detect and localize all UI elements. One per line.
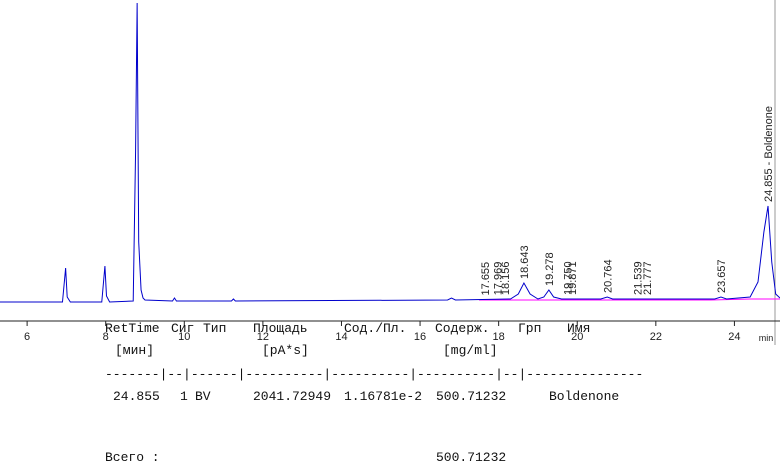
x-tick-label: 22 (650, 331, 662, 343)
integration-baseline (479, 298, 780, 301)
table-cell: 500.71232 (436, 389, 506, 404)
column-header: Сод./Пл. (344, 321, 406, 336)
x-tick-label: 6 (24, 331, 30, 343)
column-header: Содерж. (435, 321, 490, 336)
peak-label: 19.750 (562, 261, 574, 295)
column-header: RetTime (105, 321, 160, 336)
column-header: Имя (567, 321, 590, 336)
peak-label: 23.657 (716, 259, 728, 293)
column-header: Сиг (171, 321, 194, 336)
table-cell: Boldenone (549, 389, 619, 404)
x-tick-label: 24 (728, 331, 740, 343)
trace (0, 2, 780, 303)
column-unit: [mg/ml] (443, 343, 498, 358)
peak-label: 17.655 (480, 262, 492, 296)
column-header: Площадь (253, 321, 308, 336)
x-axis-label: min (759, 333, 774, 343)
x-tick-label: 14 (335, 331, 347, 343)
column-header: Грп (518, 321, 541, 336)
peak-label: 21.539 (633, 261, 645, 295)
x-tick-label: 8 (103, 331, 109, 343)
separator: -------|--|------|----------|----------|… (105, 367, 643, 382)
column-header: Тип (203, 321, 226, 336)
peak-label: 24.855 - Boldenone (763, 106, 775, 202)
total-label: Всего : (105, 450, 160, 465)
column-unit: [мин] (115, 343, 154, 358)
peak-label: 17.969 (492, 262, 504, 296)
peak-label: 21.777 (642, 261, 654, 295)
table-cell: 1.16781e-2 (344, 389, 422, 404)
peak-label: 18.156 (500, 261, 512, 295)
x-tick-label: 12 (257, 331, 269, 343)
column-unit: [pA*s] (262, 343, 309, 358)
peak-label: 19.871 (567, 261, 579, 295)
table-cell: 2041.72949 (253, 389, 331, 404)
x-tick-label: 18 (493, 331, 505, 343)
peak-label: 19.278 (544, 252, 556, 286)
table-cell: 1 (180, 389, 188, 404)
report-table: RetTime [мин] Сиг Тип Площадь [pA*s] Сод./Пл. С… (105, 321, 643, 465)
table-cell: BV (195, 389, 211, 404)
peak-label: 18.643 (519, 245, 531, 279)
table-cell: 24.855 (113, 389, 160, 404)
total-value: 500.71232 (436, 450, 506, 465)
x-tick-label: 10 (178, 331, 190, 343)
x-tick-label: 16 (414, 331, 426, 343)
x-tick-label: 20 (571, 331, 583, 343)
peak-label: 20.764 (602, 259, 614, 293)
